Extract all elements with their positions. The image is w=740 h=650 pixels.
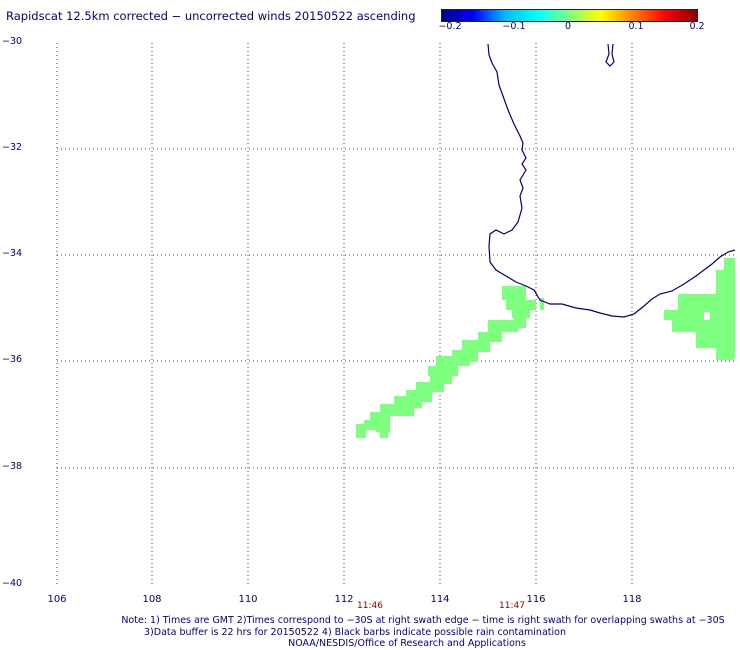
wind-swath-cell	[540, 298, 544, 310]
wind-swath-cell	[428, 366, 458, 376]
wind-swath-cell	[478, 332, 502, 342]
wind-swath-cell	[462, 340, 490, 352]
wind-swath-cell	[514, 318, 526, 328]
wind-swath-cell	[502, 286, 526, 300]
swath-time-label: 11:47	[499, 601, 525, 611]
colorbar-tick-label: 0	[564, 21, 572, 32]
wind-swath-cell	[506, 300, 536, 310]
longitude-label: 110	[238, 594, 258, 605]
wind-swath-cell	[488, 320, 518, 332]
wind-swath-cell	[416, 382, 444, 392]
longitude-label: 116	[526, 594, 546, 605]
swath-time-label: 11:46	[357, 601, 383, 611]
longitude-label: 118	[622, 594, 642, 605]
longitude-label: 106	[47, 594, 67, 605]
wind-swath-cell	[364, 420, 376, 430]
note-line-3: NOAA/NESDIS/Office of Research and Appli…	[288, 638, 526, 649]
wind-swath-cell	[430, 376, 452, 384]
colorbar-tick-label: −0.1	[502, 21, 526, 32]
latitude-label: −38	[2, 461, 23, 472]
colorbar	[441, 9, 698, 22]
note-line-1: Note: 1) Times are GMT 2)Times correspon…	[121, 615, 725, 626]
coastline-layer	[487, 43, 736, 318]
longitude-label: 112	[334, 594, 354, 605]
wind-swath-cell	[376, 422, 390, 432]
latitude-label: −30	[2, 36, 23, 47]
graticule-grid	[56, 43, 735, 585]
wind-swath-cell	[436, 356, 470, 366]
latitude-label: −34	[2, 248, 23, 259]
wind-swath-cell	[380, 430, 388, 438]
latitude-label: −36	[2, 354, 23, 365]
colorbar-tick-label: 0.1	[628, 21, 644, 32]
wind-swath-cell	[678, 294, 714, 312]
map-title: Rapidscat 12.5km corrected − uncorrected…	[6, 9, 416, 23]
colorbar-tick-label: 0.2	[689, 21, 705, 32]
note-line-2: 3)Data buffer is 22 hrs for 20150522 4) …	[144, 627, 566, 638]
wind-swath-cell	[664, 310, 704, 320]
wind-swath-layer	[356, 258, 735, 438]
longitude-label: 108	[142, 594, 162, 605]
latitude-label: −32	[2, 142, 23, 153]
wind-swath-cell	[672, 320, 712, 332]
latitude-label: −40	[2, 578, 23, 589]
australia-coastline-west	[487, 43, 736, 318]
wind-swath-cell	[356, 424, 366, 438]
wind-swath-cell	[512, 310, 530, 318]
colorbar-tick-label: −0.2	[438, 21, 462, 32]
wind-swath-cell	[714, 300, 735, 340]
longitude-label: 114	[430, 594, 450, 605]
island-outline	[605, 43, 615, 67]
